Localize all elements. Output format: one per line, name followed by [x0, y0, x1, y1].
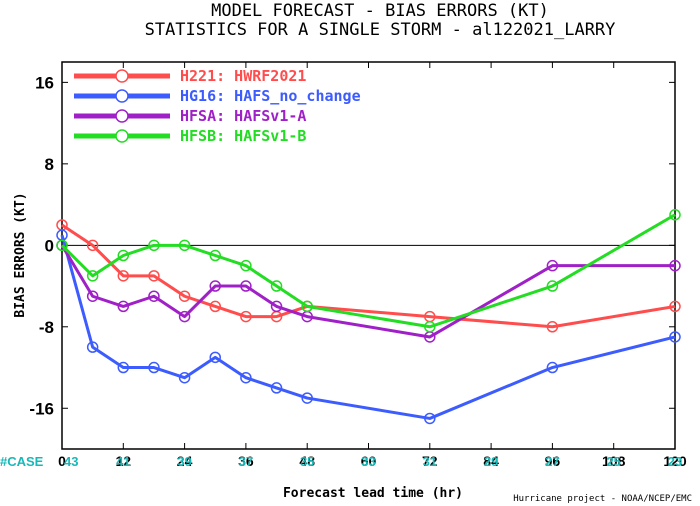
legend-entry: HFSA: HAFSv1-A: [180, 107, 306, 125]
case-count-label: #CASE: [0, 454, 44, 469]
data-point: [148, 239, 160, 252]
data-point: [117, 300, 130, 313]
x-tick-label: 108: [602, 453, 626, 469]
data-point: [148, 361, 160, 374]
x-tick-label: 24: [177, 453, 193, 469]
data-point: [240, 310, 252, 323]
series: [56, 239, 681, 343]
series-line: [61, 223, 676, 329]
x-axis-label: Forecast lead time (hr): [283, 486, 463, 501]
y-tick-label: 0: [45, 236, 54, 255]
case-counts: #CASE 43 41 39 37 35 33 31 29 27 25 23: [0, 454, 682, 469]
data-point: [86, 341, 99, 353]
legend-marker: [115, 89, 129, 103]
data-point: [148, 290, 160, 302]
case-count: 23: [668, 454, 682, 469]
data-point: [178, 371, 191, 384]
data-point: [209, 280, 221, 292]
data-point: [546, 280, 559, 292]
legend-entry: HFSB: HAFSv1-B: [180, 127, 306, 145]
data-point: [209, 351, 221, 364]
y-tick-label: 16: [35, 73, 54, 92]
series: [56, 219, 681, 333]
data-point: [669, 331, 681, 343]
data-point: [424, 412, 436, 425]
x-tick-label: 12: [116, 453, 132, 469]
case-count: 39: [177, 454, 191, 469]
data-point: [424, 321, 436, 333]
data-point: [301, 300, 313, 313]
y-tick-label: 8: [45, 155, 54, 174]
legend-entry: HG16: HAFS_no_change: [180, 87, 361, 105]
legend-marker: [115, 69, 129, 83]
chart-subtitle: STATISTICS FOR A SINGLE STORM - al122021…: [145, 20, 616, 40]
x-tick-label: 120: [663, 453, 687, 469]
data-point: [86, 270, 99, 282]
x-axis: 0 12 24 36 48 60 72 84 96 108 120: [58, 62, 687, 469]
series: [56, 209, 681, 333]
x-tick-label: 36: [238, 453, 254, 469]
data-point: [270, 300, 283, 313]
x-tick-label: 48: [299, 453, 315, 469]
data-point: [178, 290, 191, 302]
data-point: [240, 280, 252, 292]
data-point: [546, 321, 559, 333]
data-point: [117, 249, 130, 262]
series: [56, 229, 681, 425]
data-point: [117, 361, 130, 374]
case-count: 33: [361, 454, 375, 469]
case-count: 25: [606, 454, 620, 469]
y-tick-label: -16: [29, 399, 54, 418]
x-tick-label: 84: [483, 453, 499, 469]
data-point: [546, 259, 559, 272]
data-point: [86, 290, 99, 302]
data-point: [669, 300, 681, 313]
x-tick-label: 96: [545, 453, 561, 469]
series-layer: [56, 209, 681, 425]
data-point: [178, 310, 191, 323]
y-tick-label: -8: [39, 318, 54, 337]
data-point: [669, 209, 681, 221]
case-count: 41: [116, 454, 130, 469]
data-point: [117, 270, 130, 282]
legend: H221: HWRF2021 HG16: HAFS_no_change HFSA: …: [74, 67, 361, 145]
data-point: [209, 249, 221, 262]
chart-title: MODEL FORECAST - BIAS ERRORS (KT): [211, 1, 549, 21]
data-point: [270, 280, 283, 292]
data-point: [209, 300, 221, 313]
data-point: [86, 239, 99, 252]
data-point: [240, 371, 252, 384]
legend-marker: [115, 129, 129, 143]
case-count: 27: [545, 454, 559, 469]
series-line: [60, 234, 676, 420]
data-point: [240, 259, 252, 272]
plot-frame: [61, 61, 676, 450]
case-count: 29: [484, 454, 498, 469]
y-axis: 16 8 0 -8 -16: [29, 73, 675, 418]
data-point: [56, 239, 68, 252]
x-tick-label: 60: [361, 453, 377, 469]
legend-marker: [115, 109, 129, 123]
case-count: 43: [64, 454, 78, 469]
case-count: 35: [300, 454, 314, 469]
case-count: 37: [239, 454, 253, 469]
credit-text: Hurricane project - NOAA/NCEP/EMC: [513, 494, 692, 504]
case-count: 31: [423, 454, 437, 469]
data-point: [546, 361, 559, 374]
y-axis-label: BIAS ERRORS (KT): [13, 192, 28, 317]
data-point: [178, 239, 191, 252]
legend-entry: H221: HWRF2021: [180, 67, 306, 85]
data-point: [669, 259, 681, 272]
series-line: [60, 213, 676, 329]
data-point: [148, 270, 160, 282]
data-point: [270, 382, 283, 394]
data-point: [301, 392, 313, 404]
x-tick-label: 0: [58, 453, 66, 469]
x-tick-label: 72: [422, 453, 438, 469]
